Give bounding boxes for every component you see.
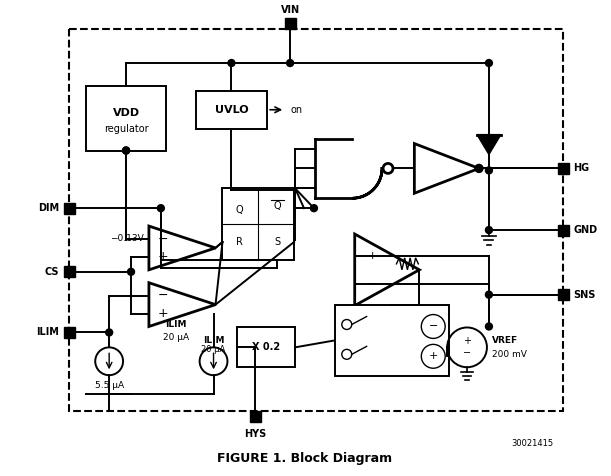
Bar (64, 327, 75, 338)
Text: R: R (236, 237, 243, 247)
Circle shape (228, 60, 235, 67)
Text: ILIM: ILIM (203, 337, 224, 346)
Text: SNS: SNS (574, 290, 596, 300)
Bar (64, 267, 75, 277)
Text: FIGURE 1. Block Diagram: FIGURE 1. Block Diagram (218, 452, 392, 465)
Bar (64, 203, 75, 214)
Circle shape (310, 205, 318, 212)
Polygon shape (477, 135, 501, 155)
Bar (196, 91, 267, 129)
Text: HYS: HYS (244, 429, 266, 439)
Text: 20 μA: 20 μA (163, 333, 189, 342)
Text: X 0.2: X 0.2 (252, 342, 280, 352)
Text: −: − (368, 279, 378, 289)
Bar (335, 305, 449, 376)
Text: Q: Q (236, 205, 243, 215)
Bar (238, 327, 295, 367)
Circle shape (158, 205, 164, 212)
Text: −: − (463, 348, 471, 358)
Text: +: + (158, 250, 168, 263)
Text: VREF: VREF (492, 336, 518, 345)
Circle shape (486, 323, 492, 330)
Text: ILIM: ILIM (165, 320, 186, 329)
Circle shape (123, 147, 130, 154)
Text: S: S (274, 237, 280, 247)
Text: on: on (290, 105, 302, 115)
Bar (285, 18, 296, 29)
Text: +: + (428, 351, 438, 361)
Text: −: − (158, 232, 168, 246)
Circle shape (475, 164, 483, 172)
Circle shape (123, 147, 130, 154)
Text: 200 mV: 200 mV (492, 350, 527, 359)
Bar (222, 188, 294, 260)
Text: ILIM: ILIM (37, 327, 59, 337)
Circle shape (287, 60, 293, 67)
Text: VDD: VDD (112, 108, 140, 118)
Circle shape (486, 291, 492, 298)
Text: +: + (463, 337, 471, 347)
Text: 20 μA: 20 μA (202, 345, 225, 354)
Bar (558, 163, 569, 174)
Text: UVLO: UVLO (214, 105, 248, 115)
Text: −0.13V: −0.13V (110, 235, 144, 244)
Circle shape (486, 227, 492, 234)
Text: 30021415: 30021415 (511, 439, 554, 448)
Bar (70, 29, 563, 411)
Text: DIM: DIM (38, 203, 59, 213)
Text: HG: HG (574, 163, 590, 173)
Circle shape (475, 165, 483, 172)
Text: GND: GND (574, 225, 598, 235)
Bar (558, 225, 569, 236)
Text: CS: CS (45, 267, 59, 277)
Text: VIN: VIN (280, 5, 299, 15)
Text: +: + (368, 251, 378, 261)
Circle shape (486, 167, 492, 174)
Text: +: + (158, 307, 168, 320)
Text: Q: Q (273, 201, 281, 211)
Bar (86, 86, 166, 150)
Text: 5.5 μA: 5.5 μA (95, 381, 123, 390)
Text: regulator: regulator (104, 124, 148, 134)
Bar (250, 411, 261, 422)
Text: −: − (428, 321, 438, 331)
Circle shape (486, 60, 492, 67)
Circle shape (106, 329, 112, 336)
Bar (558, 289, 569, 300)
Circle shape (128, 268, 134, 275)
Text: −: − (158, 289, 168, 302)
